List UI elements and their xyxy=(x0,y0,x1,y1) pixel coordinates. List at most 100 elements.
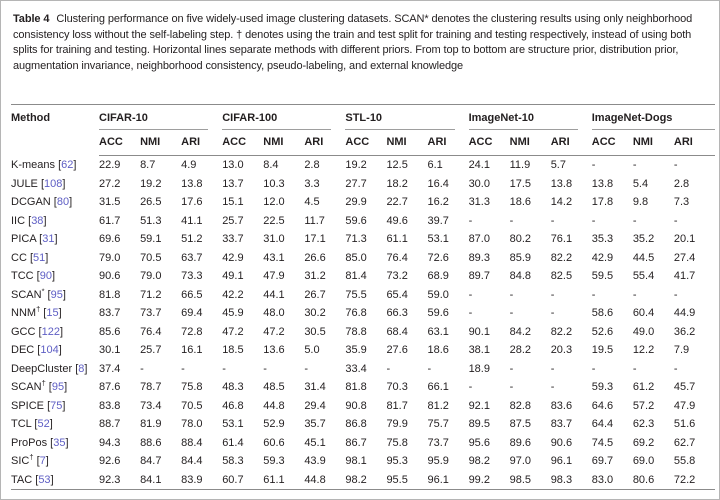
table-row: NNM† [15] 83.7 73.7 69.4 45.9 48.0 30.2 76.8 66.… xyxy=(11,304,715,323)
metric-cell: 82.2 xyxy=(550,325,573,338)
metric-header-row: ACC NMI ARI ACC NMI ARI ACC NMI ARI ACC … xyxy=(11,130,715,156)
metric-cell: 72.6 xyxy=(427,251,449,264)
citation-bracket: [ xyxy=(50,196,57,209)
metric-cell: 58.3 xyxy=(222,455,244,468)
citation-link[interactable]: 62 xyxy=(61,159,74,171)
metric-cell: 33.4 xyxy=(345,362,367,375)
metric-cell: 30.2 xyxy=(304,307,326,320)
method-superscript: † xyxy=(41,378,46,388)
metric-cell: 81.9 xyxy=(140,418,162,431)
citation-link[interactable]: 52 xyxy=(37,418,50,431)
citation-link[interactable]: 53 xyxy=(38,473,51,486)
citation-link[interactable]: 122 xyxy=(41,325,60,338)
method-cell: DeepCluster [8] xyxy=(11,360,99,379)
citation-bracket: [ xyxy=(25,214,32,227)
metric-cell: 86.7 xyxy=(345,436,367,449)
metric-cell: 3.3 xyxy=(304,177,320,190)
metric-cell: - xyxy=(591,362,596,375)
metric-header-nmi: NMI xyxy=(263,130,305,156)
metric-cell: 81.4 xyxy=(345,270,367,283)
citation-link[interactable]: 95 xyxy=(51,381,65,394)
metric-header-ari: ARI xyxy=(550,130,592,156)
citation-link[interactable]: 108 xyxy=(44,177,63,190)
metric-cell: 18.5 xyxy=(222,344,244,357)
citation-bracket: ] xyxy=(64,381,68,394)
metric-cell: 86.8 xyxy=(345,418,367,431)
metric-cell: 13.0 xyxy=(222,159,244,172)
metric-cell: 27.2 xyxy=(99,177,121,190)
metric-cell: 76.8 xyxy=(345,307,367,320)
metric-cell: 60.4 xyxy=(632,307,655,320)
metric-cell: 78.8 xyxy=(345,325,367,338)
citation-bracket: ] xyxy=(54,233,58,246)
metric-cell: 71.3 xyxy=(345,233,367,246)
citation-link[interactable]: 35 xyxy=(53,436,66,449)
citation-link[interactable]: 38 xyxy=(31,214,44,227)
metric-cell: 13.8 xyxy=(550,177,573,190)
table-row: K-means [62] 22.9 8.7 4.9 13.0 8.4 2.8 19.2 12.5… xyxy=(11,156,715,175)
metric-cell: 42.2 xyxy=(222,288,244,301)
citation-bracket: ] xyxy=(45,455,49,468)
metric-cell: 60.6 xyxy=(263,436,285,449)
citation-link[interactable]: 75 xyxy=(50,399,63,412)
metric-cell: - xyxy=(632,214,637,227)
metric-cell: 84.4 xyxy=(181,455,203,468)
metric-cell: 4.5 xyxy=(304,196,320,209)
citation-link[interactable]: 104 xyxy=(40,344,59,357)
metric-cell: - xyxy=(509,288,514,301)
citation-link[interactable]: 8 xyxy=(78,362,85,375)
metric-cell: 82.8 xyxy=(509,399,532,412)
citation-bracket: ] xyxy=(73,159,77,171)
method-name: JULE xyxy=(11,177,38,190)
metric-cell: 18.6 xyxy=(509,196,532,209)
metric-cell: - xyxy=(550,307,555,320)
citation-link[interactable]: 7 xyxy=(39,455,46,468)
metric-cell: 47.9 xyxy=(673,399,696,412)
metric-cell: 27.7 xyxy=(345,177,367,190)
metric-cell: 44.8 xyxy=(263,399,285,412)
metric-cell: 19.2 xyxy=(345,159,367,172)
metric-cell: 83.6 xyxy=(550,399,573,412)
metric-cell: 8.4 xyxy=(263,159,279,172)
metric-header-acc: ACC xyxy=(222,130,264,156)
metric-cell: 44.1 xyxy=(263,288,285,301)
citation-bracket: ] xyxy=(45,251,49,264)
metric-header-nmi: NMI xyxy=(509,130,551,156)
citation-bracket: ] xyxy=(51,270,56,283)
citation-link[interactable]: 95 xyxy=(50,288,63,301)
metric-cell: 82.2 xyxy=(550,251,573,264)
citation-link[interactable]: 31 xyxy=(42,233,55,246)
table-row: JULE [108] 27.2 19.2 13.8 13.7 10.3 3.3 27.7 18.… xyxy=(11,175,715,194)
metric-cell: 74.5 xyxy=(591,436,614,449)
citation-link[interactable]: 80 xyxy=(56,196,70,209)
metric-cell: 66.3 xyxy=(386,307,408,320)
citation-bracket: [ xyxy=(33,455,40,468)
citation-bracket: ] xyxy=(58,307,62,320)
table-row: SCAN* [95] 81.8 71.2 66.5 42.2 44.1 26.7 75.5 65… xyxy=(11,286,715,305)
method-name: SCAN xyxy=(11,381,42,394)
citation-link[interactable]: 51 xyxy=(33,251,46,264)
citation-link[interactable]: 15 xyxy=(46,307,59,320)
metric-cell: 69.7 xyxy=(591,455,614,468)
metric-cell: 29.9 xyxy=(345,196,367,209)
method-name: DEC xyxy=(11,344,35,357)
method-cell: K-means [62] xyxy=(11,156,99,175)
metric-cell: 59.5 xyxy=(591,270,614,283)
metric-cell: 89.5 xyxy=(468,418,490,431)
metric-cell: 90.6 xyxy=(550,436,573,449)
metric-cell: 43.1 xyxy=(263,251,285,264)
metric-cell: 75.8 xyxy=(181,381,203,394)
metric-cell: 7.9 xyxy=(673,344,690,357)
metric-cell: 31.3 xyxy=(468,196,490,209)
citation-link[interactable]: 90 xyxy=(39,270,52,283)
metric-cell: 59.6 xyxy=(345,214,367,227)
metric-cell: 73.7 xyxy=(427,436,449,449)
metric-cell: 51.3 xyxy=(140,214,162,227)
metric-cell: 99.2 xyxy=(468,470,510,490)
metric-cell: - xyxy=(673,362,678,375)
metric-cell: 41.7 xyxy=(673,270,696,283)
metric-cell: 73.7 xyxy=(140,307,162,320)
metric-cell: - xyxy=(632,159,637,172)
metric-cell: 35.3 xyxy=(591,233,614,246)
metric-cell: 83.0 xyxy=(591,470,633,490)
